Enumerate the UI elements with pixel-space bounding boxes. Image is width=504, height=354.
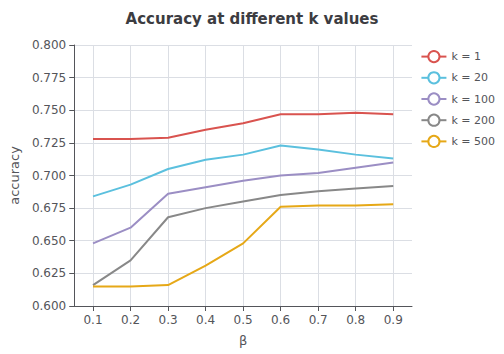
svg-text:0.675: 0.675 [32,201,66,215]
svg-text:0.725: 0.725 [32,136,66,150]
svg-text:0.775: 0.775 [32,71,66,85]
svg-text:0.650: 0.650 [32,234,66,248]
svg-text:0.5: 0.5 [234,313,253,327]
svg-text:k = 20: k = 20 [451,71,488,84]
svg-text:0.9: 0.9 [384,313,403,327]
svg-text:β: β [239,333,247,348]
svg-text:0.8: 0.8 [346,313,365,327]
svg-text:0.4: 0.4 [196,313,215,327]
svg-text:accuracy: accuracy [7,146,22,205]
svg-text:k = 1: k = 1 [451,50,481,63]
svg-text:0.625: 0.625 [32,266,66,280]
svg-text:Accuracy at different k values: Accuracy at different k values [126,10,379,28]
svg-text:0.700: 0.700 [32,169,66,183]
svg-text:k = 500: k = 500 [451,135,495,148]
svg-text:0.7: 0.7 [309,313,328,327]
svg-text:k = 100: k = 100 [451,93,495,106]
svg-text:0.600: 0.600 [32,299,66,313]
svg-text:0.750: 0.750 [32,103,66,117]
svg-text:0.1: 0.1 [83,313,102,327]
svg-text:0.6: 0.6 [271,313,290,327]
svg-text:k = 200: k = 200 [451,114,495,127]
svg-text:0.2: 0.2 [121,313,140,327]
svg-text:0.800: 0.800 [32,38,66,52]
svg-text:0.3: 0.3 [159,313,178,327]
